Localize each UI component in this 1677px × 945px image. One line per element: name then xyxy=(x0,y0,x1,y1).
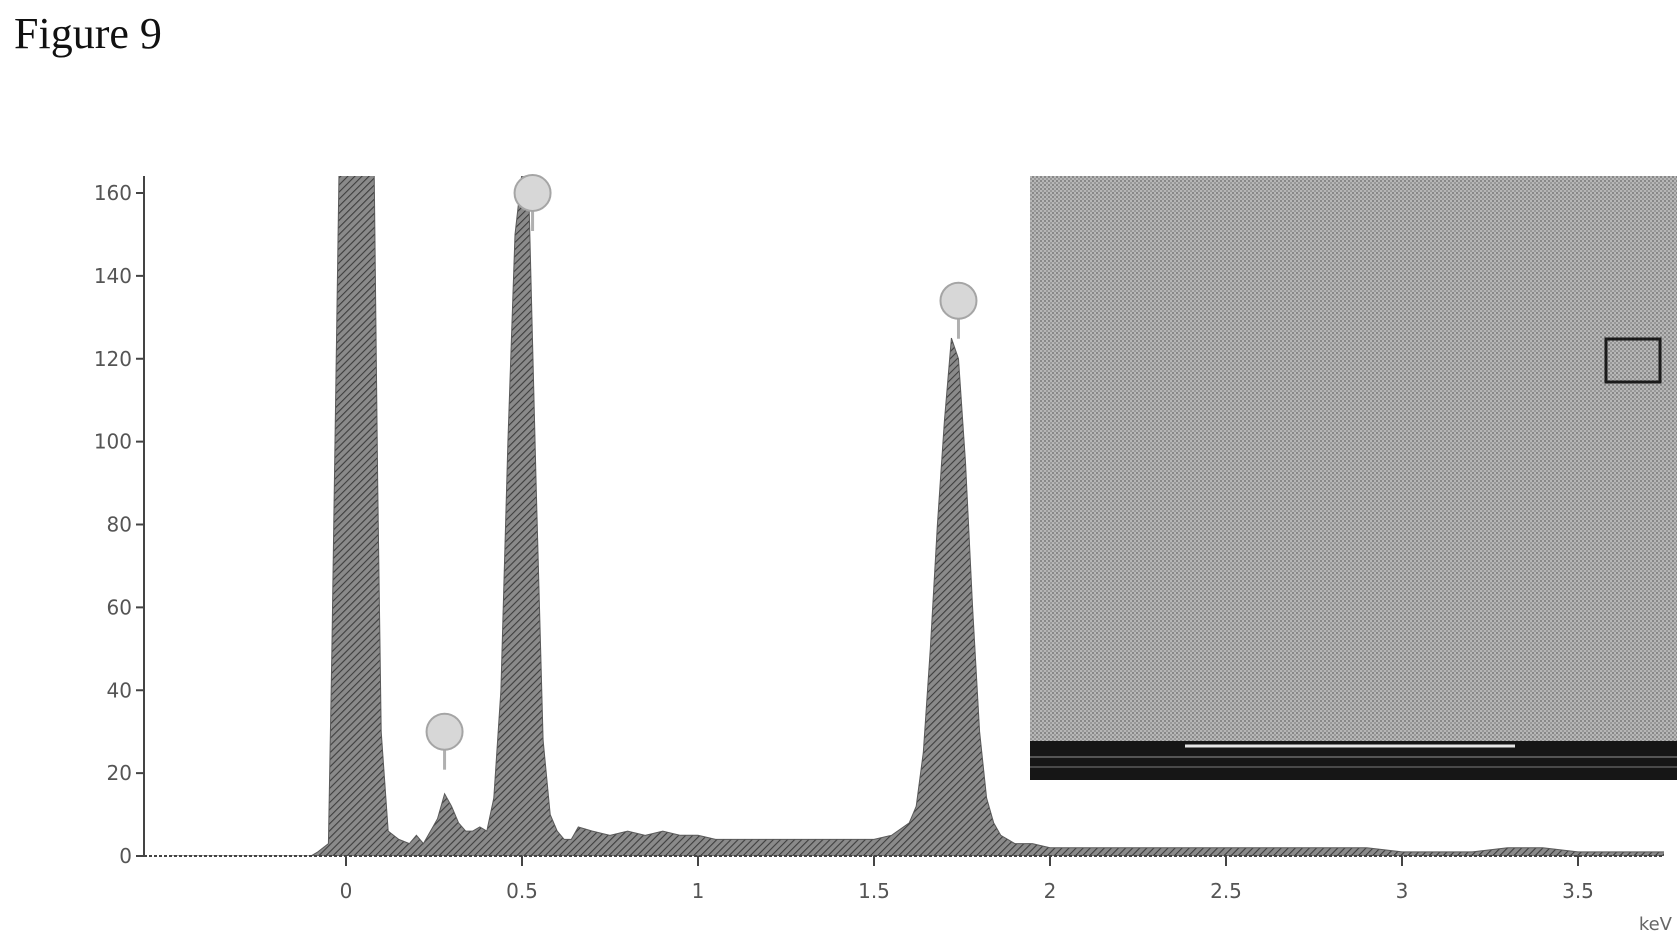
x-tick-label: 0.5 xyxy=(506,879,538,903)
y-tick-label: 120 xyxy=(94,347,132,371)
x-tick-label: 1 xyxy=(692,879,705,903)
y-tick-label: 140 xyxy=(94,264,132,288)
x-tick-label: 2.5 xyxy=(1210,879,1242,903)
x-tick-label: 3 xyxy=(1396,879,1409,903)
y-tick-label: 40 xyxy=(107,678,132,702)
y-tick-label: 0 xyxy=(119,844,132,868)
y-tick-label: 20 xyxy=(107,761,132,785)
x-axis-unit-label: keV xyxy=(1639,914,1673,935)
x-tick-label: 2 xyxy=(1044,879,1057,903)
x-tick-label: 3.5 xyxy=(1562,879,1594,903)
x-tick-label: 1.5 xyxy=(858,879,890,903)
peak-marker xyxy=(940,283,976,319)
y-tick-layer: 0 20 40 60 80 100 120 140 160 xyxy=(94,181,144,868)
x-tick-layer: 0 0.5 1 1.5 2 2.5 3 3.5 xyxy=(340,856,1594,903)
y-tick-label: 60 xyxy=(107,595,132,619)
peak-marker xyxy=(427,714,463,750)
sem-inset-shading xyxy=(1030,176,1677,780)
y-tick-label: 100 xyxy=(94,430,132,454)
y-tick-label: 160 xyxy=(94,181,132,205)
y-tick-label: 80 xyxy=(107,513,132,537)
x-tick-label: 0 xyxy=(340,879,353,903)
peak-marker xyxy=(515,175,551,211)
sem-inset-image xyxy=(1030,176,1677,780)
